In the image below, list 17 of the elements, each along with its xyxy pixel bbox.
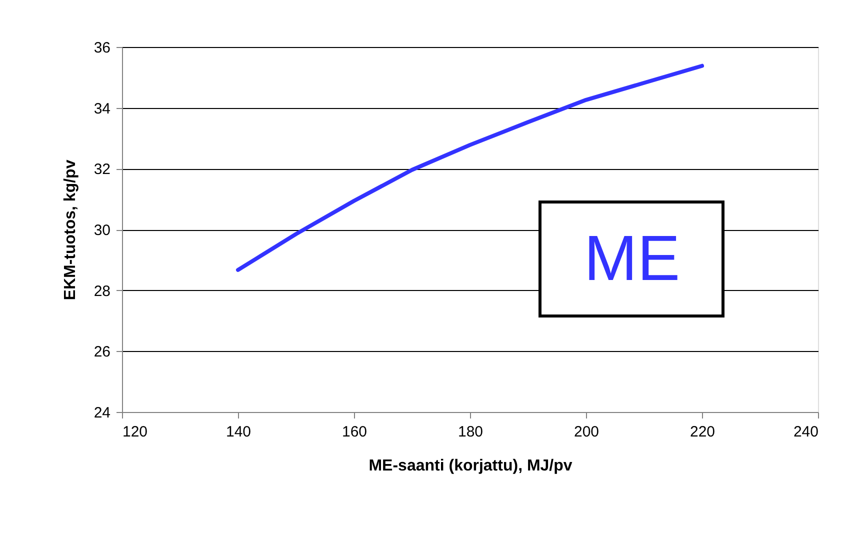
x-axis-title: ME-saanti (korjattu), MJ/pv (368, 458, 572, 474)
x-tick-label: 200 (574, 424, 600, 440)
x-tick-label: 180 (458, 424, 484, 440)
x-tick-label: 140 (226, 424, 252, 440)
y-tick-label: 26 (94, 344, 110, 361)
x-tick-label: 220 (690, 424, 716, 440)
y-axis-title: EKM-tuotos, kg/pv (62, 160, 79, 300)
x-tick-label: 160 (342, 424, 368, 440)
x-tick-label: 240 (793, 424, 818, 440)
y-tick-label: 24 (94, 404, 110, 422)
y-tick-label: 30 (94, 222, 110, 239)
y-tick-label: 32 (94, 161, 110, 178)
x-tick-label: 120 (122, 424, 148, 440)
y-tick-label: 34 (94, 100, 110, 118)
annotation: ME (584, 222, 680, 294)
y-tick-label: 28 (94, 282, 110, 300)
y-tick-label: 36 (94, 40, 110, 56)
